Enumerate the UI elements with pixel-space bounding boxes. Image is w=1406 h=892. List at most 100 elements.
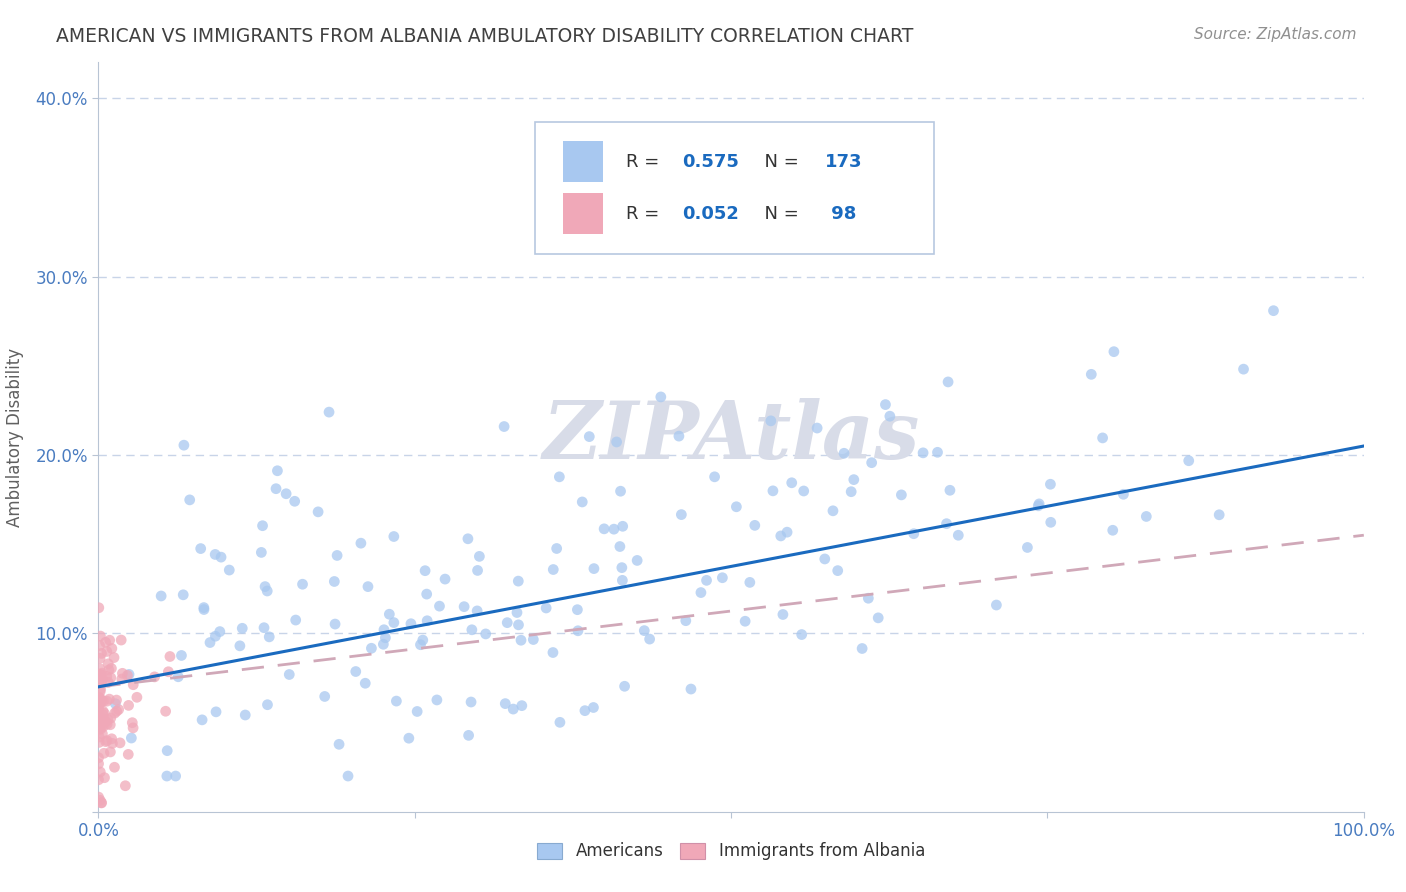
- Point: [413, 564, 436, 578]
- Point: [90, 695, 112, 709]
- Y-axis label: Ambulatory Disability: Ambulatory Disability: [7, 348, 24, 526]
- Point: [94, 734, 117, 748]
- Point: [98, 692, 121, 706]
- Point: [323, 574, 346, 589]
- Point: [91, 720, 114, 734]
- Point: [89, 722, 111, 736]
- Point: [89, 711, 111, 725]
- Point: [409, 638, 432, 652]
- Point: [100, 661, 122, 675]
- Point: [734, 614, 756, 628]
- Point: [90, 673, 112, 688]
- Point: [762, 483, 785, 498]
- Point: [373, 623, 395, 637]
- Point: [93, 694, 115, 708]
- Point: [89, 667, 111, 681]
- Point: [675, 614, 697, 628]
- Point: [90, 666, 112, 681]
- Point: [506, 606, 529, 620]
- Point: [948, 528, 970, 542]
- Point: [337, 769, 360, 783]
- Point: [827, 564, 849, 578]
- Point: [108, 736, 131, 750]
- Point: [465, 604, 488, 618]
- Point: [100, 731, 122, 746]
- Point: [903, 526, 925, 541]
- Point: [1080, 368, 1102, 382]
- Point: [91, 673, 114, 687]
- Point: [696, 574, 718, 588]
- Point: [100, 711, 122, 725]
- Point: [89, 793, 111, 807]
- Point: [546, 541, 568, 556]
- Point: [87, 735, 110, 749]
- Point: [110, 633, 132, 648]
- Point: [374, 631, 396, 645]
- Point: [96, 717, 118, 731]
- Point: [860, 456, 883, 470]
- Point: [89, 730, 111, 744]
- Point: [1017, 541, 1039, 555]
- Point: [91, 727, 114, 741]
- Point: [494, 419, 516, 434]
- Point: [233, 708, 256, 723]
- Point: [90, 796, 112, 810]
- Point: [703, 470, 725, 484]
- Point: [167, 670, 190, 684]
- Point: [156, 744, 179, 758]
- Point: [633, 624, 655, 638]
- Point: [256, 698, 278, 712]
- Point: [769, 529, 792, 543]
- Point: [502, 702, 524, 716]
- Point: [291, 577, 314, 591]
- Point: [344, 665, 367, 679]
- Point: [457, 532, 479, 546]
- Text: N =: N =: [752, 205, 804, 223]
- Point: [284, 613, 307, 627]
- Point: [412, 633, 434, 648]
- Point: [193, 600, 215, 615]
- Point: [1263, 303, 1285, 318]
- Point: [328, 737, 350, 751]
- Point: [522, 632, 544, 647]
- Point: [711, 571, 734, 585]
- Point: [548, 470, 571, 484]
- Point: [157, 665, 180, 679]
- Point: [89, 651, 111, 665]
- Point: [87, 756, 110, 771]
- Point: [143, 670, 166, 684]
- Point: [426, 693, 449, 707]
- Point: [790, 627, 813, 641]
- Point: [94, 635, 117, 649]
- Point: [350, 536, 373, 550]
- Point: [610, 560, 633, 574]
- Point: [257, 630, 280, 644]
- Point: [103, 760, 125, 774]
- Point: [101, 641, 124, 656]
- Point: [738, 575, 761, 590]
- Point: [91, 714, 114, 729]
- Point: [457, 728, 479, 742]
- Point: [474, 627, 496, 641]
- Point: [1112, 487, 1135, 501]
- Point: [1091, 431, 1114, 445]
- Point: [912, 446, 935, 460]
- Point: [209, 550, 232, 565]
- Point: [567, 603, 589, 617]
- Point: [89, 684, 111, 698]
- Point: [875, 398, 897, 412]
- Point: [118, 667, 141, 681]
- Point: [173, 438, 195, 452]
- Point: [89, 668, 111, 682]
- Point: [93, 771, 115, 785]
- Point: [208, 624, 231, 639]
- Point: [510, 633, 533, 648]
- Point: [96, 669, 118, 683]
- Point: [278, 667, 301, 681]
- Legend: Americans, Immigrants from Albania: Americans, Immigrants from Albania: [530, 836, 932, 867]
- Point: [87, 698, 110, 712]
- Point: [117, 698, 139, 713]
- Text: Source: ZipAtlas.com: Source: ZipAtlas.com: [1194, 27, 1357, 42]
- Point: [385, 694, 408, 708]
- Point: [98, 717, 121, 731]
